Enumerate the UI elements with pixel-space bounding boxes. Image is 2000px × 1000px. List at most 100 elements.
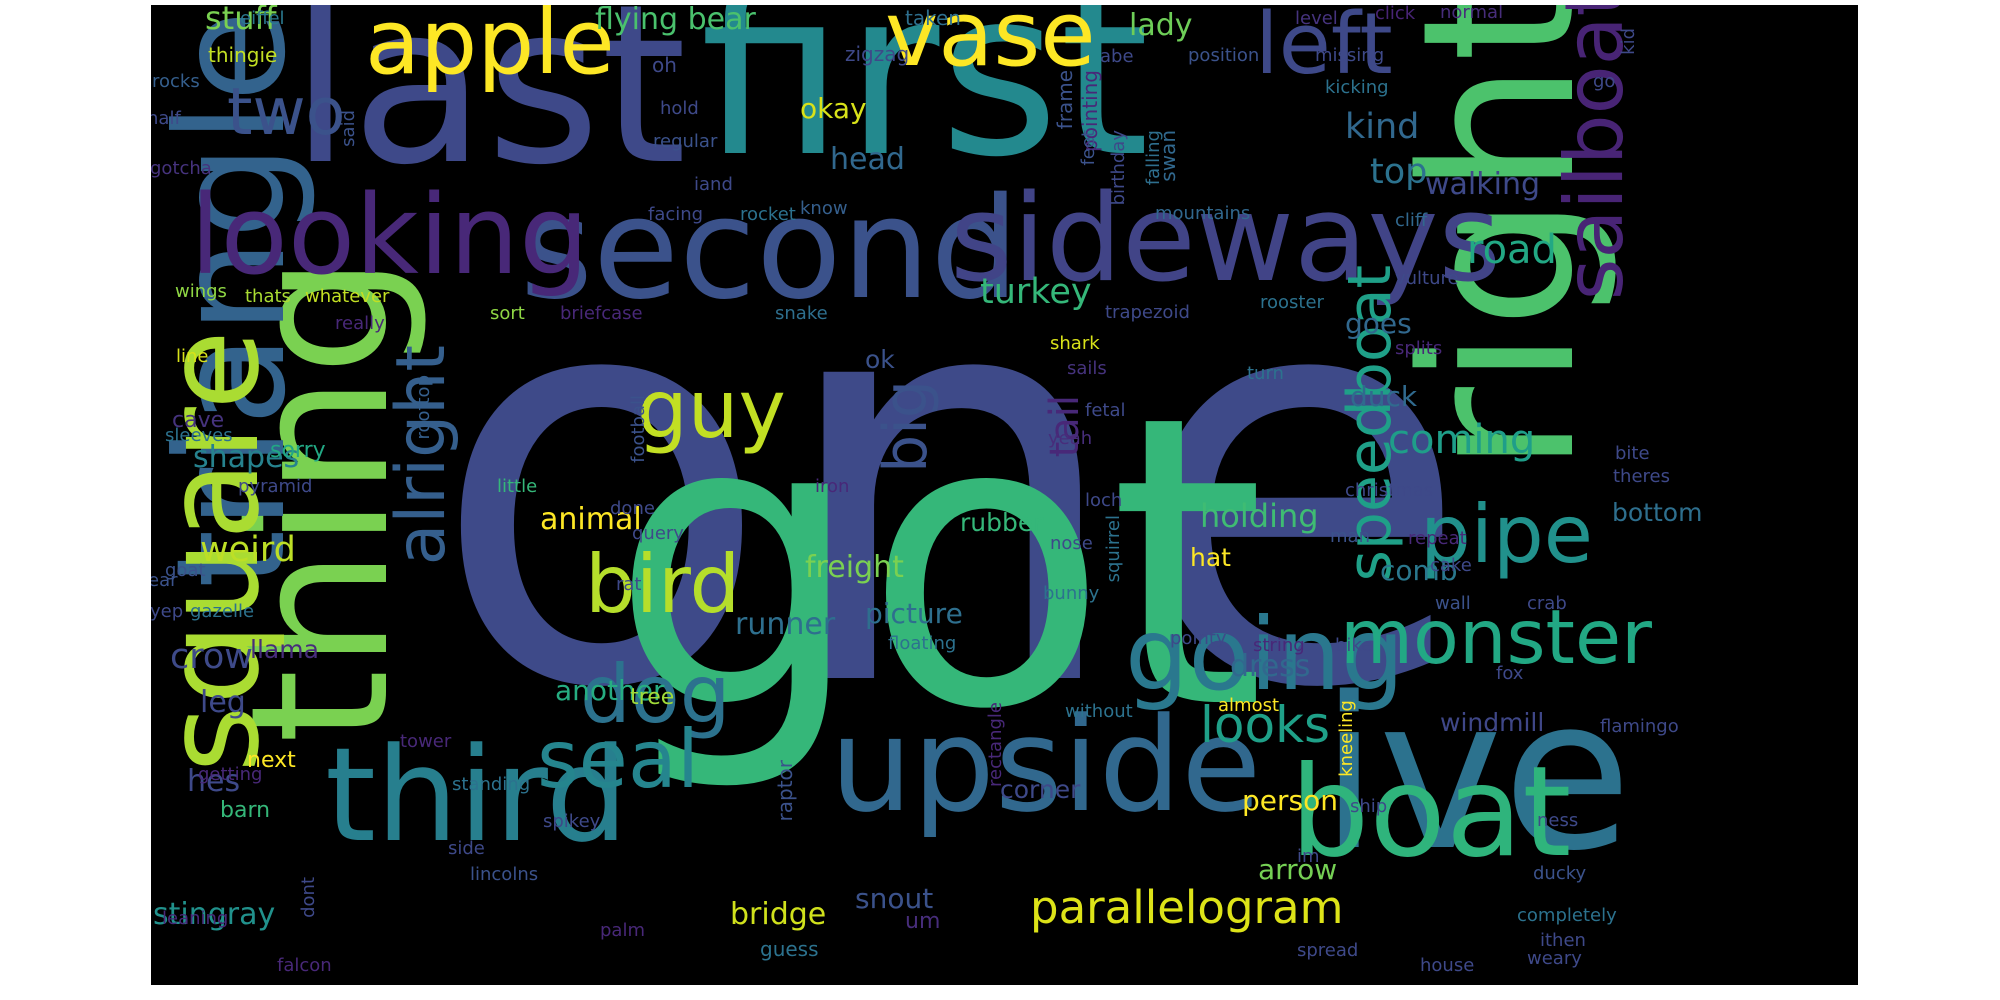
word-rat: rat (616, 574, 642, 595)
word-sorry: sorry (270, 438, 326, 463)
word-upside: upside (830, 689, 1262, 841)
word-tree: tree (630, 685, 675, 710)
word-rocks: rocks (152, 71, 200, 92)
word-goes: goes (1345, 307, 1412, 340)
word-sails: sails (1067, 358, 1107, 379)
word-third: third (325, 719, 629, 871)
word-vase: vase (885, 5, 1096, 87)
word-got: got (610, 332, 1266, 797)
word-position: position (1188, 45, 1260, 66)
word-one: one (430, 159, 1473, 811)
word-going: going (1125, 596, 1405, 713)
word-oh: oh (652, 53, 677, 77)
word-half: half (151, 108, 181, 129)
word-standing: standing (452, 774, 531, 795)
word-birthday: birthday (1108, 130, 1129, 206)
word-boat: boat (1290, 740, 1572, 885)
word-falcon: falcon (277, 955, 332, 976)
word-click: click (1375, 5, 1416, 24)
word-crow: crow (170, 637, 253, 677)
word-ducky: ducky (1533, 863, 1587, 884)
word-really: really (335, 313, 385, 334)
word-bird: bird (585, 538, 741, 631)
word-taken: taken (905, 6, 961, 30)
word-nose: nose (1050, 533, 1093, 554)
word-facing: facing (648, 204, 704, 225)
word-person: person (1242, 784, 1338, 817)
word-turkey: turkey (980, 272, 1092, 312)
word-top: top (1370, 152, 1428, 192)
word-house: house (1420, 955, 1475, 976)
word-rooster: rooster (1260, 292, 1324, 313)
word-corner: corner (1000, 775, 1081, 804)
word-ear: ear (151, 570, 178, 591)
word-whatever: whatever (305, 286, 390, 307)
word-windmill: windmill (1440, 708, 1545, 737)
word-wings: wings (175, 281, 227, 302)
word-level: level (1295, 8, 1338, 29)
word-sideways: sideways (950, 170, 1502, 309)
word-abe: abe (1100, 46, 1134, 67)
word-falling: falling (1143, 130, 1164, 186)
word-mountains: mountains (1155, 203, 1251, 224)
word-bunny: bunny (1043, 583, 1100, 604)
word-im: im (1297, 846, 1320, 867)
word-go: go (1593, 71, 1616, 92)
word-llama: llama (250, 635, 319, 664)
word-bridge: bridge (730, 897, 827, 932)
word-loch: loch (1085, 490, 1123, 511)
word-floating: floating (888, 633, 957, 654)
word-snout: snout (855, 882, 934, 915)
word-shapes: shapes (193, 440, 300, 475)
word-pointy: pointy (1170, 628, 1227, 649)
word-little: little (497, 476, 538, 497)
word-bike: bike (1335, 635, 1373, 656)
word-completely: completely (1517, 905, 1617, 926)
word-squirrel: squirrel (1103, 515, 1124, 583)
word-spikey: spikey (543, 811, 601, 832)
word-animal: animal (540, 502, 642, 537)
word-frame: frame (1053, 70, 1077, 130)
word-kind: kind (1345, 107, 1420, 147)
word-kicking: kicking (1325, 77, 1389, 98)
word-snake: snake (775, 303, 828, 324)
word-two: two (227, 75, 346, 150)
word-flamingo: flamingo (1600, 716, 1679, 737)
word-eiffel: eiffel (240, 8, 285, 29)
word-cliff: cliff (1395, 210, 1428, 231)
word-yep: yep (151, 601, 184, 622)
word-sort: sort (490, 303, 525, 324)
word-holding: holding (1200, 497, 1319, 535)
word-first: first (700, 5, 1150, 208)
word-tower: tower (400, 731, 452, 752)
word-hat: hat (1190, 543, 1231, 572)
word-dress: dress (1230, 649, 1311, 684)
word-bite: bite (1615, 443, 1650, 464)
word-walking: walking (1425, 167, 1541, 202)
word-know: know (800, 198, 848, 219)
word-weary: weary (1527, 948, 1582, 969)
word-spread: spread (1297, 940, 1359, 961)
word-fox: fox (1496, 663, 1524, 684)
word-kneeling: kneeling (1336, 700, 1357, 777)
word-rectangle: rectangle (985, 702, 1006, 787)
word-head: head (830, 142, 905, 177)
word-another: another (555, 674, 665, 707)
word-feet: feet (1078, 130, 1099, 166)
word-said: said (338, 110, 359, 147)
word-normal: normal (1440, 5, 1504, 23)
word-cave: cave (172, 408, 225, 433)
word-shark: shark (1050, 333, 1100, 354)
word-ness: ness (1537, 810, 1579, 831)
word-arrow: arrow (1258, 853, 1338, 886)
word-um: um (905, 909, 941, 934)
word-christmas: christmas (1345, 480, 1434, 501)
word-ok: ok (865, 345, 895, 374)
word-done: done (610, 498, 655, 519)
word-monster: monster (1340, 593, 1652, 681)
word-iand: iand (694, 174, 733, 195)
word-without: without (1065, 701, 1133, 722)
word-hold: hold (660, 98, 699, 119)
word-guy: guy (637, 363, 786, 456)
word-side: side (448, 838, 485, 859)
